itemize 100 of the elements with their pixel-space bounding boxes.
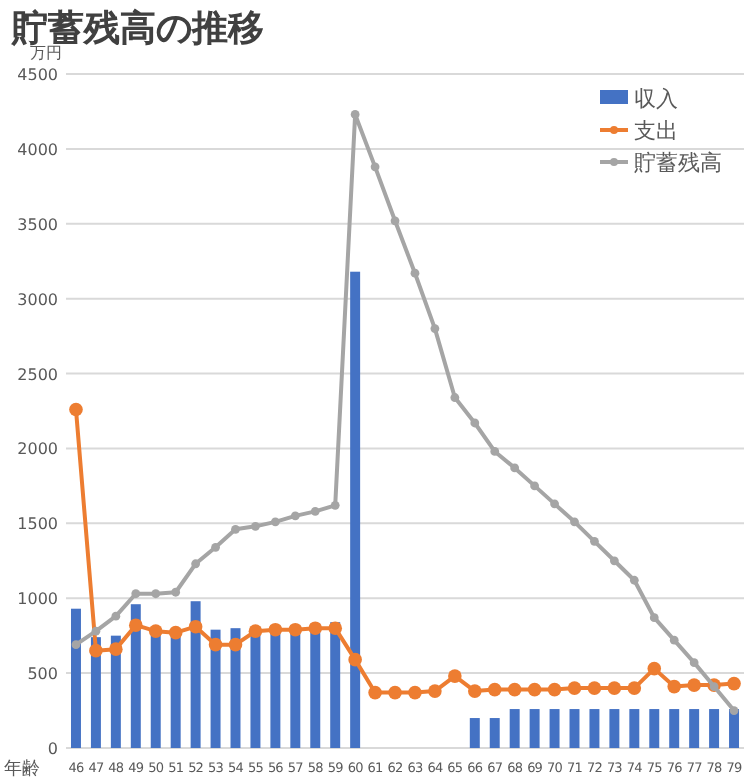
point [667,679,682,694]
point [448,669,462,683]
point [689,658,699,668]
point [310,506,320,516]
point [188,619,203,634]
point [410,268,420,278]
bar [469,718,480,748]
point [330,500,340,510]
point [171,587,181,597]
bar [150,631,161,748]
point [151,589,161,599]
point [669,635,679,645]
point [109,642,123,656]
point [570,517,579,527]
point [228,637,243,652]
y-axis-title: 万円 [30,44,62,62]
bar [529,709,540,748]
legend-label: 貯蓄残高 [634,150,722,176]
point [727,676,741,691]
point [111,611,121,621]
bar [649,709,660,748]
point [530,481,540,491]
bar [350,271,361,748]
point [191,559,201,569]
point [71,640,81,650]
point [168,625,183,640]
y-tick-label: 500 [27,665,58,684]
y-tick-label: 1000 [17,590,58,609]
bar [509,709,520,748]
bar [210,629,221,748]
point [687,678,701,692]
y-tick-label: 2000 [17,440,58,459]
point [148,624,163,638]
point [390,216,400,226]
bar [609,709,620,748]
x-axis-title: 年齢 [4,758,40,780]
point [350,110,360,119]
y-tick-label: 3500 [17,215,58,234]
point [89,643,103,658]
y-tick-label: 4500 [17,66,58,84]
point [91,626,101,636]
point [268,622,283,637]
point [368,685,382,700]
bar [70,608,81,748]
point [450,393,460,402]
y-tick-label: 1500 [17,515,58,534]
point [510,463,520,473]
bar [130,604,141,748]
bar [629,709,640,748]
y-tick-label: 2500 [17,365,58,384]
point [231,524,240,534]
point [131,589,141,599]
point [251,521,260,531]
point [430,324,440,334]
point [649,613,659,623]
point [729,706,739,715]
point [248,624,263,638]
bar [489,718,500,748]
point [69,402,83,417]
bar [689,709,700,748]
point [370,162,380,172]
point [288,622,303,637]
point [507,682,522,697]
point [547,682,562,697]
point [550,499,559,509]
point [428,684,442,698]
point [629,575,639,585]
bar [669,709,680,748]
point [527,682,542,697]
bar [569,709,580,748]
point [270,517,280,527]
point [308,621,323,635]
point [487,682,502,697]
y-tick-label: 0 [47,740,58,758]
y-tick-label: 3000 [17,290,58,309]
point [627,681,642,695]
point [328,621,343,635]
point [208,637,223,652]
legend-label: 収入 [634,86,678,112]
point [290,511,300,521]
point [587,681,602,695]
point [467,684,482,698]
point [211,542,220,552]
point [490,447,500,456]
point [470,418,480,428]
point [388,685,402,700]
point [408,685,422,700]
legend-label: 支出 [634,118,678,144]
bar [190,601,201,748]
bar [709,709,720,748]
point [128,618,143,632]
point [348,652,362,667]
bar [549,709,560,748]
y-tick-label: 4000 [17,140,58,159]
point [607,681,622,695]
bar [589,709,600,748]
point [567,681,582,695]
bar [170,632,181,748]
point [590,536,599,546]
point [609,556,619,566]
